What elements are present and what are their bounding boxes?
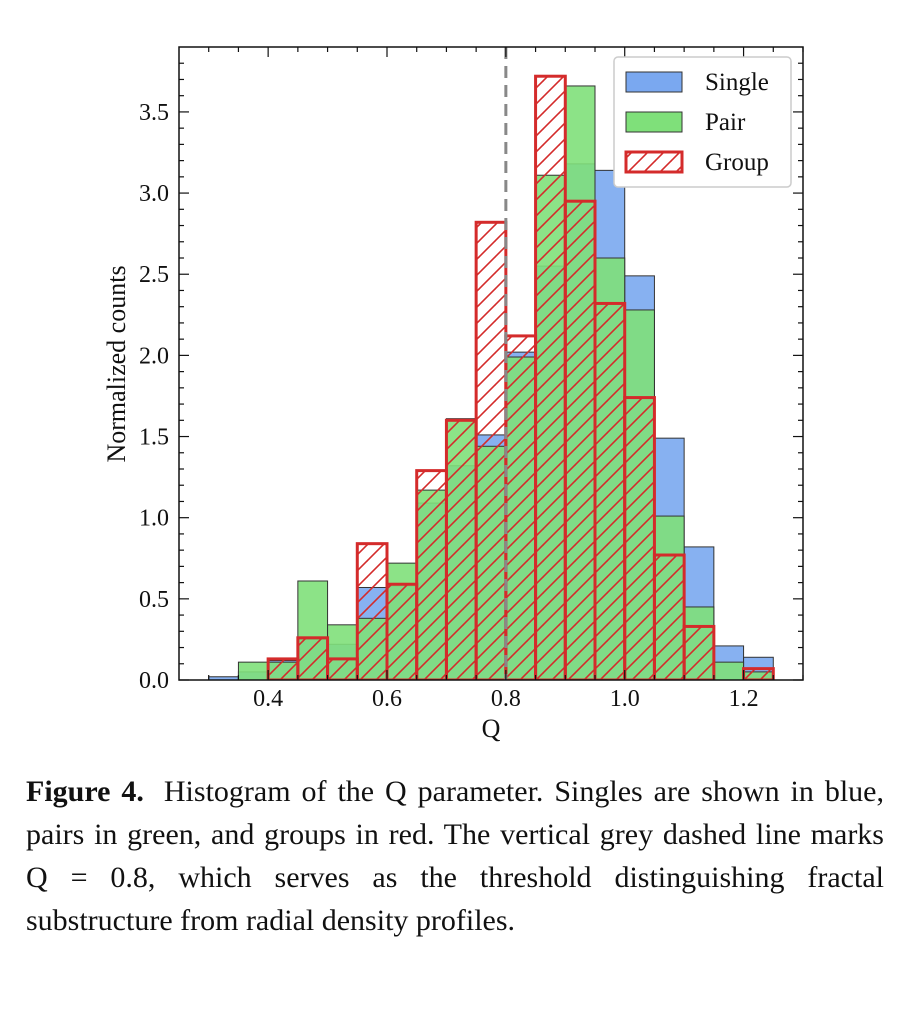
x-tick-label: 0.4	[253, 686, 283, 712]
legend-swatch-pair	[625, 111, 683, 133]
bar-group	[415, 469, 448, 680]
y-tick-label: 3.5	[139, 100, 169, 126]
bar-group	[266, 657, 300, 680]
bar-group	[504, 334, 538, 680]
y-tick-label: 0.0	[139, 668, 169, 694]
legend-label-pair: Pair	[705, 109, 746, 136]
bar-group	[326, 657, 359, 680]
bar-group	[742, 667, 775, 680]
y-tick-label: 1.5	[139, 425, 169, 451]
x-tick-label: 0.6	[372, 686, 402, 712]
bar-group	[385, 582, 419, 680]
x-axis-label: Q	[482, 714, 501, 743]
legend-swatch-single	[625, 71, 683, 93]
legend: Single Pair Group	[613, 56, 792, 188]
bar-pair	[237, 661, 269, 680]
figure-caption: Figure 4. Histogram of the Q parameter. S…	[26, 770, 884, 942]
bar-group	[444, 418, 478, 680]
histogram-figure: 0.4 0.6 0.8 1.0 1.2 0.0 0.5 1.0 1.5 2.0 2.5 3.0 3.5…	[102, 46, 804, 743]
y-tick-label: 3.0	[139, 181, 169, 207]
bar-group	[296, 636, 330, 680]
caption-text: Histogram of the Q parameter. Singles ar…	[26, 775, 884, 937]
axis-ticks	[179, 47, 804, 681]
bar-group	[355, 542, 389, 680]
bar-group	[563, 199, 597, 680]
bar-pair	[713, 661, 745, 680]
bar-group	[593, 301, 627, 680]
x-tick-labels: 0.4 0.6 0.8 1.0 1.2	[253, 686, 758, 712]
x-tick-label: 0.8	[491, 686, 521, 712]
bar-group	[534, 74, 567, 680]
y-tick-label: 2.0	[139, 343, 169, 369]
bar-group	[652, 553, 686, 680]
y-tick-label: 0.5	[139, 587, 169, 613]
bar-group	[474, 220, 508, 680]
legend-label-group: Group	[705, 149, 769, 176]
y-tick-label: 1.0	[139, 506, 169, 532]
legend-label-single: Single	[705, 69, 769, 96]
y-tick-label: 2.5	[139, 262, 169, 288]
series-group-bars	[266, 74, 775, 680]
caption-label: Figure 4.	[26, 775, 144, 808]
bar-group	[623, 396, 656, 680]
plot-frame	[178, 46, 804, 681]
bar-group	[682, 624, 716, 680]
y-axis-label: Normalized counts	[102, 265, 131, 462]
y-tick-labels: 0.0 0.5 1.0 1.5 2.0 2.5 3.0 3.5	[139, 100, 169, 694]
x-tick-label: 1.0	[610, 686, 640, 712]
x-tick-label: 1.2	[729, 686, 759, 712]
legend-swatch-group	[624, 150, 684, 174]
